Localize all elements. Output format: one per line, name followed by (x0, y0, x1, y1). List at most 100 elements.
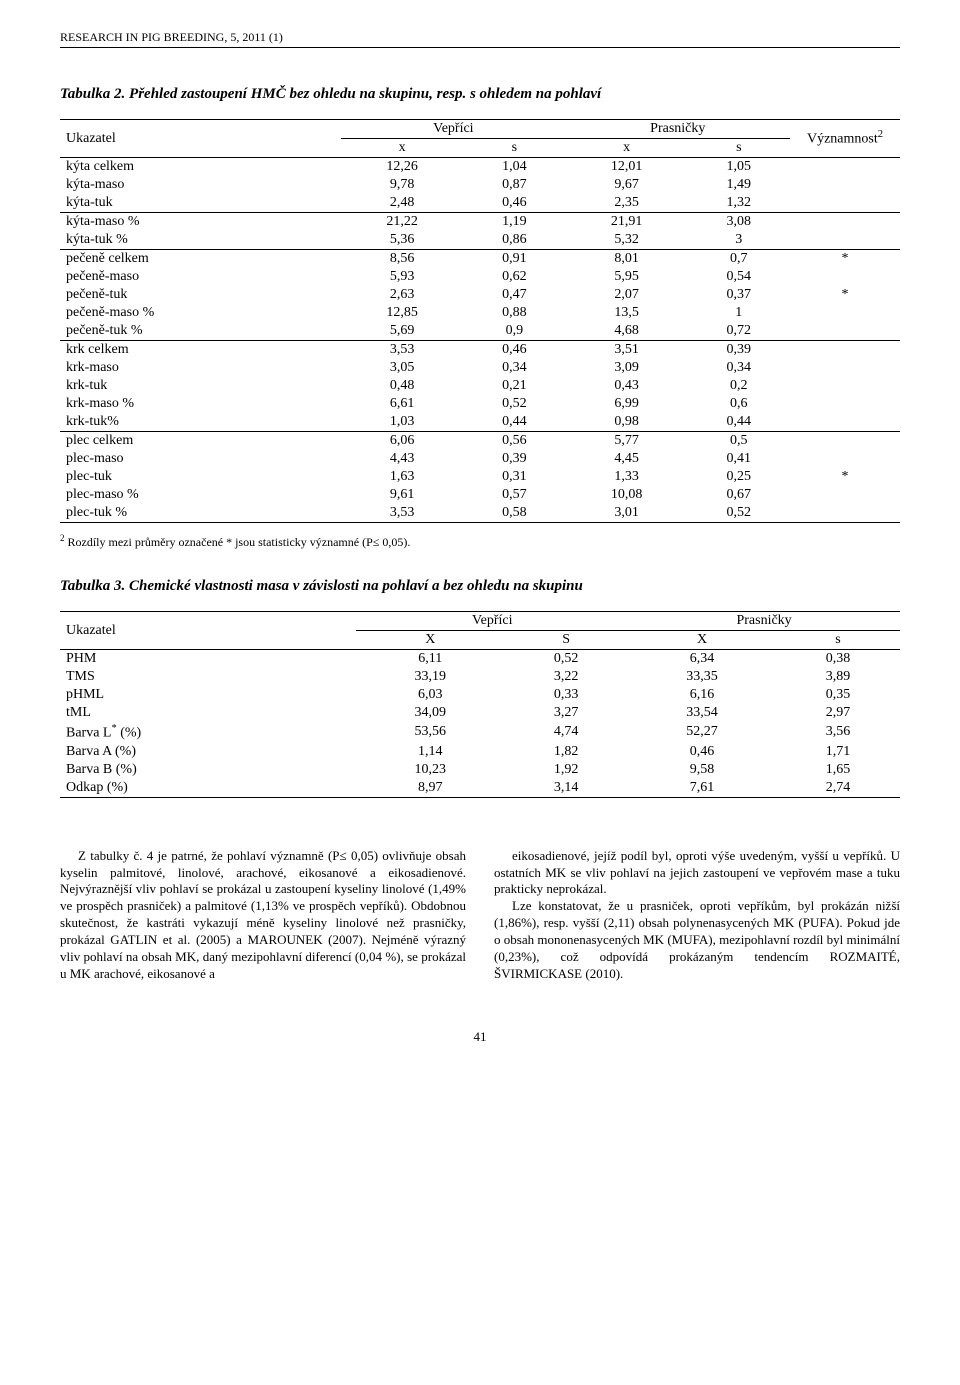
cell-vs: 1,92 (504, 761, 628, 779)
cell-px: 6,34 (628, 650, 776, 669)
cell-px: 6,99 (566, 395, 688, 413)
table2-header-vepr: Vepříci (341, 120, 565, 139)
cell-vx: 6,11 (356, 650, 504, 669)
body-text-right-p2: Lze konstatovat, že u prasniček, oproti … (494, 898, 900, 982)
cell-px: 9,67 (566, 176, 688, 194)
cell-vs: 0,52 (463, 395, 565, 413)
cell-ps: 0,38 (776, 650, 900, 669)
cell-px: 9,58 (628, 761, 776, 779)
cell-vs: 0,31 (463, 468, 565, 486)
row-label: pečeně-tuk % (60, 322, 341, 341)
cell-vs: 4,74 (504, 722, 628, 743)
cell-sig (790, 450, 900, 468)
table-row: pečeně celkem8,560,918,010,7* (60, 250, 900, 269)
cell-vx: 6,61 (341, 395, 463, 413)
cell-px: 5,77 (566, 432, 688, 451)
table-row: krk-maso3,050,343,090,34 (60, 359, 900, 377)
row-label: plec celkem (60, 432, 341, 451)
row-label: Odkap (%) (60, 779, 356, 798)
table-row: krk-tuk0,480,210,430,2 (60, 377, 900, 395)
cell-px: 2,07 (566, 286, 688, 304)
cell-ps: 0,54 (688, 268, 790, 286)
cell-ps: 2,74 (776, 779, 900, 798)
cell-sig (790, 231, 900, 250)
running-head: RESEARCH IN PIG BREEDING, 5, 2011 (1) (60, 30, 900, 45)
cell-ps: 3 (688, 231, 790, 250)
table3-header-px: X (628, 631, 776, 650)
table-row: pečeně-tuk %5,690,94,680,72 (60, 322, 900, 341)
cell-vx: 6,03 (356, 686, 504, 704)
row-label: kýta-maso % (60, 213, 341, 232)
cell-vx: 33,19 (356, 668, 504, 686)
cell-px: 4,68 (566, 322, 688, 341)
table-row: plec celkem6,060,565,770,5 (60, 432, 900, 451)
cell-vx: 2,63 (341, 286, 463, 304)
cell-sig (790, 158, 900, 177)
cell-vx: 5,36 (341, 231, 463, 250)
cell-ps: 0,2 (688, 377, 790, 395)
table-row: kýta-maso9,780,879,671,49 (60, 176, 900, 194)
cell-vx: 5,69 (341, 322, 463, 341)
cell-ps: 0,35 (776, 686, 900, 704)
row-label: Barva A (%) (60, 743, 356, 761)
table-row: plec-tuk1,630,311,330,25* (60, 468, 900, 486)
cell-vs: 0,47 (463, 286, 565, 304)
cell-ps: 3,89 (776, 668, 900, 686)
cell-sig (790, 213, 900, 232)
table-row: krk-maso %6,610,526,990,6 (60, 395, 900, 413)
cell-ps: 1,71 (776, 743, 900, 761)
body-text-columns: Z tabulky č. 4 je patrné, že pohlaví výz… (60, 848, 900, 983)
table3-header-vepr: Vepříci (356, 612, 628, 631)
row-label: krk-tuk% (60, 413, 341, 432)
table3-header-ukazatel: Ukazatel (60, 612, 356, 650)
row-label: kýta celkem (60, 158, 341, 177)
cell-vx: 12,85 (341, 304, 463, 322)
cell-sig (790, 395, 900, 413)
cell-vx: 8,56 (341, 250, 463, 269)
cell-vx: 53,56 (356, 722, 504, 743)
cell-vs: 0,58 (463, 504, 565, 523)
cell-sig (790, 304, 900, 322)
cell-px: 3,51 (566, 341, 688, 360)
cell-vs: 0,39 (463, 450, 565, 468)
table-row: pečeně-maso %12,850,8813,51 (60, 304, 900, 322)
running-rule (60, 47, 900, 48)
table2-header-ukazatel: Ukazatel (60, 120, 341, 158)
cell-ps: 0,6 (688, 395, 790, 413)
body-text-left-p1: Z tabulky č. 4 je patrné, že pohlaví výz… (60, 848, 466, 983)
row-label: plec-tuk (60, 468, 341, 486)
cell-sig: * (790, 286, 900, 304)
table-row: plec-tuk %3,530,583,010,52 (60, 504, 900, 523)
cell-px: 3,01 (566, 504, 688, 523)
table2-header-vs: s (463, 139, 565, 158)
cell-sig (790, 268, 900, 286)
cell-vx: 6,06 (341, 432, 463, 451)
cell-vx: 8,97 (356, 779, 504, 798)
cell-px: 12,01 (566, 158, 688, 177)
cell-ps: 0,7 (688, 250, 790, 269)
table-row: kýta-tuk %5,360,865,323 (60, 231, 900, 250)
body-text-col-right: eikosadienové, jejíž podíl byl, oproti v… (494, 848, 900, 983)
table2-caption: Tabulka 2. Přehled zastoupení HMČ bez oh… (60, 86, 900, 103)
cell-vs: 0,44 (463, 413, 565, 432)
table-row: tML34,093,2733,542,97 (60, 704, 900, 722)
cell-vx: 4,43 (341, 450, 463, 468)
cell-vx: 1,63 (341, 468, 463, 486)
cell-vx: 34,09 (356, 704, 504, 722)
table-row: kýta-maso %21,221,1921,913,08 (60, 213, 900, 232)
cell-vs: 0,46 (463, 194, 565, 213)
cell-sig (790, 194, 900, 213)
table2-header-vx: x (341, 139, 463, 158)
table3-header-vx: X (356, 631, 504, 650)
cell-vs: 1,19 (463, 213, 565, 232)
row-label: pHML (60, 686, 356, 704)
table-row: Odkap (%)8,973,147,612,74 (60, 779, 900, 798)
cell-px: 6,16 (628, 686, 776, 704)
cell-vs: 0,9 (463, 322, 565, 341)
cell-ps: 0,67 (688, 486, 790, 504)
table3: Ukazatel Vepříci Prasničky X S X s PHM6,… (60, 611, 900, 798)
cell-px: 52,27 (628, 722, 776, 743)
table-row: PHM6,110,526,340,38 (60, 650, 900, 669)
cell-vx: 9,78 (341, 176, 463, 194)
table3-caption: Tabulka 3. Chemické vlastnosti masa v zá… (60, 578, 900, 595)
